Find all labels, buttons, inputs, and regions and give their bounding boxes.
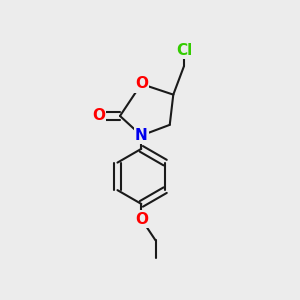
Text: O: O [135,76,148,92]
Text: O: O [92,109,105,124]
Text: N: N [135,128,148,143]
Text: Cl: Cl [176,43,192,58]
Text: O: O [135,212,148,226]
